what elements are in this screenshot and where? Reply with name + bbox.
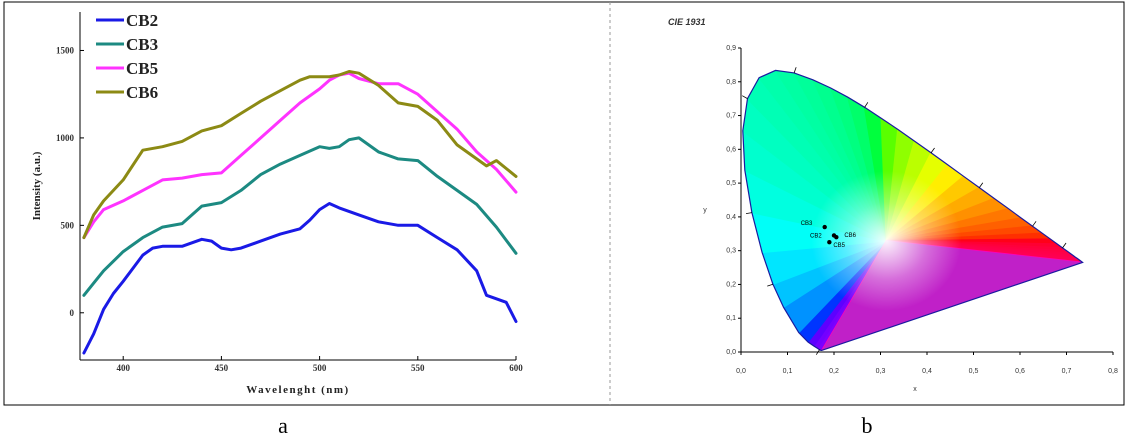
cie-y-tick-label: 0,5: [726, 180, 736, 187]
cie-y-tick-label: 0,6: [726, 146, 736, 153]
locus-tick: [1062, 242, 1067, 249]
cie-y-tick-label: 0,3: [726, 248, 736, 255]
locus-tick: [864, 102, 869, 108]
locus-tick: [742, 95, 748, 99]
cie-y-axis-title: y: [703, 207, 707, 214]
white-point-glow: [811, 170, 962, 311]
cie-point-cb6: [834, 234, 839, 240]
cie-y-tick-label: 0,7: [726, 113, 736, 120]
cie-x-tick-label: 0,6: [1015, 368, 1025, 375]
locus-tick: [930, 147, 935, 154]
locus-tick: [793, 67, 797, 74]
cie-gamut-fill: [742, 70, 1083, 351]
y-tick-label: 1000: [56, 133, 75, 143]
cie-point-label-cb5: CB5: [833, 243, 845, 249]
cie-y-tick-label: 0,1: [726, 315, 736, 322]
x-tick-label: 500: [313, 363, 327, 373]
panel-b-label: b: [862, 413, 873, 438]
legend-label-cb3: CB3: [126, 35, 158, 54]
cie-x-tick-label: 0,4: [922, 368, 932, 375]
x-tick-label: 400: [116, 363, 130, 373]
y-axis-title: Intensity (a.u.): [31, 151, 43, 220]
legend-label-cb6: CB6: [126, 83, 158, 102]
cie-x-tick-label: 0,0: [736, 368, 746, 375]
series-line-cb2: [82, 202, 518, 355]
cie-y-tick-label: 0,4: [726, 214, 736, 221]
x-axis-title: Wavelenght (nm): [246, 384, 349, 396]
series-line-cb5: [82, 71, 518, 240]
locus-tick: [1032, 221, 1037, 227]
x-tick-label: 450: [215, 363, 229, 373]
cie-y-tick-label: 0,8: [726, 79, 736, 86]
cie-point-label-cb6: CB6: [844, 233, 856, 239]
cie-y-tick-label: 0,0: [726, 349, 736, 356]
locus-tick: [767, 283, 774, 287]
cie-x-tick-label: 0,3: [876, 368, 886, 375]
cie-y-tick-label: 0,9: [726, 45, 736, 52]
panel-a-chart: 400 450 500 550 600 0 500 1000 1500 Wavelenght (n…: [31, 11, 523, 396]
x-tick-label: 550: [411, 363, 425, 373]
cie-x-tick-label: 0,5: [969, 368, 979, 375]
cie-title: CIE 1931: [668, 17, 706, 27]
series-line-cb3: [82, 136, 518, 297]
cie-x-axis-title: x: [913, 386, 917, 393]
cie-x-tick-label: 0,7: [1062, 368, 1072, 375]
figure-frame: [3, 1, 1125, 406]
series-line-cb6: [82, 70, 518, 240]
cie-point-cb5: [827, 240, 832, 245]
cie-point-label-cb3: CB3: [801, 221, 813, 227]
legend-label-cb2: CB2: [126, 11, 158, 30]
cie-point-cb3: [822, 224, 827, 230]
cie-x-tick-label: 0,8: [1108, 368, 1118, 375]
x-tick-label: 600: [509, 363, 523, 373]
cie-point-label-cb2: CB2: [810, 233, 822, 239]
locus-tick: [978, 182, 984, 188]
y-tick-label: 500: [61, 220, 75, 230]
locus-tick: [745, 212, 752, 214]
panel-a-label: a: [278, 413, 288, 438]
y-tick-label: 1500: [56, 45, 75, 55]
legend-label-cb5: CB5: [126, 59, 158, 78]
cie-y-tick-label: 0,2: [726, 281, 736, 288]
cie-x-tick-label: 0,1: [783, 368, 793, 375]
y-tick-label: 0: [70, 308, 75, 318]
cie-x-tick-label: 0,2: [829, 368, 839, 375]
panel-b-cie-diagram: 0,0 0,1 0,2 0,3 0,4 0,5 0,6 0,7 0,8 0,0 0,1 0,2 0,3 0…: [668, 17, 1118, 393]
